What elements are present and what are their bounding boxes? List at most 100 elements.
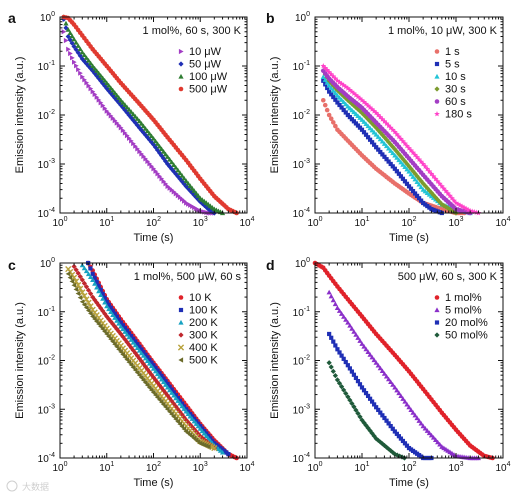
data-point <box>69 278 75 285</box>
data-point <box>71 36 77 42</box>
data-point <box>185 411 191 417</box>
x-tick-label: 104 <box>495 216 510 229</box>
data-point <box>400 438 406 444</box>
data-point <box>347 366 352 371</box>
data-point <box>102 299 108 305</box>
data-point <box>327 331 332 337</box>
data-point <box>416 181 422 187</box>
data-point <box>75 50 81 56</box>
data-point <box>203 433 209 438</box>
data-point <box>406 168 412 174</box>
data-point <box>386 421 391 426</box>
data-point <box>85 271 92 277</box>
data-point <box>386 159 391 164</box>
data-point <box>163 379 168 384</box>
data-point <box>375 134 381 139</box>
data-point <box>324 80 330 85</box>
data-point <box>112 90 118 95</box>
data-point <box>392 146 398 152</box>
data-point <box>79 49 85 55</box>
data-point <box>128 337 134 342</box>
data-point <box>349 101 355 107</box>
data-point <box>116 317 121 322</box>
data-point <box>333 97 338 102</box>
data-point <box>152 392 158 398</box>
x-tick-label: 103 <box>193 216 208 229</box>
data-point <box>351 404 357 410</box>
data-point <box>412 176 418 182</box>
panel-label: b <box>266 10 275 26</box>
data-point <box>67 37 73 43</box>
data-point <box>85 57 92 63</box>
data-point <box>384 157 389 162</box>
data-point <box>157 173 163 179</box>
y-axis-label: Emission intensity (a.u.) <box>269 57 281 174</box>
data-point <box>69 40 75 46</box>
data-point <box>410 168 416 174</box>
data-point <box>357 108 363 114</box>
data-point <box>332 373 338 379</box>
data-point <box>70 274 78 281</box>
data-point <box>337 102 342 108</box>
data-point <box>463 205 469 212</box>
data-point <box>412 151 418 158</box>
data-point <box>422 163 429 169</box>
data-point <box>112 315 118 320</box>
x-tick-label: 102 <box>401 461 416 474</box>
data-point <box>380 152 385 157</box>
data-point <box>148 387 154 393</box>
data-point <box>365 349 371 354</box>
data-point <box>79 289 86 296</box>
data-point <box>374 405 379 410</box>
data-point <box>162 382 169 387</box>
data-point <box>135 342 140 347</box>
data-point <box>377 136 383 142</box>
data-series-group <box>61 14 239 216</box>
data-point <box>122 130 128 136</box>
data-point <box>408 186 414 191</box>
watermark: 大数据 <box>6 480 49 492</box>
data-point <box>355 106 361 112</box>
data-point <box>385 122 392 129</box>
data-point <box>333 343 338 348</box>
data-point <box>195 193 201 198</box>
data-point <box>141 153 147 160</box>
data-point <box>106 306 112 312</box>
data-point <box>108 309 114 315</box>
data-point <box>343 359 348 365</box>
data-point <box>353 375 359 381</box>
data-point <box>79 56 85 62</box>
data-point <box>156 143 163 149</box>
data-point <box>133 143 138 149</box>
data-point <box>120 323 125 328</box>
data-point <box>181 175 187 181</box>
data-point <box>392 128 398 135</box>
legend-label: 500 μW <box>189 84 228 96</box>
data-point <box>330 120 336 125</box>
data-point <box>65 271 71 277</box>
data-point <box>328 85 334 91</box>
data-point <box>328 293 334 299</box>
data-point <box>100 296 106 301</box>
data-point <box>108 85 114 91</box>
data-point <box>126 331 132 336</box>
data-point <box>110 339 115 345</box>
data-point <box>181 414 187 420</box>
data-point <box>436 180 443 187</box>
data-point <box>363 100 369 107</box>
data-point <box>116 328 122 335</box>
data-point <box>100 326 105 332</box>
data-point <box>98 100 104 106</box>
data-point <box>193 428 199 435</box>
data-point <box>118 323 124 329</box>
series-100-w <box>61 14 226 216</box>
data-point <box>357 382 363 387</box>
data-point <box>88 274 94 280</box>
data-point <box>149 360 154 365</box>
data-point <box>330 297 336 303</box>
data-point <box>219 449 226 455</box>
y-tick-label: 10-1 <box>38 306 55 319</box>
data-point <box>324 67 331 73</box>
data-point <box>392 451 398 457</box>
